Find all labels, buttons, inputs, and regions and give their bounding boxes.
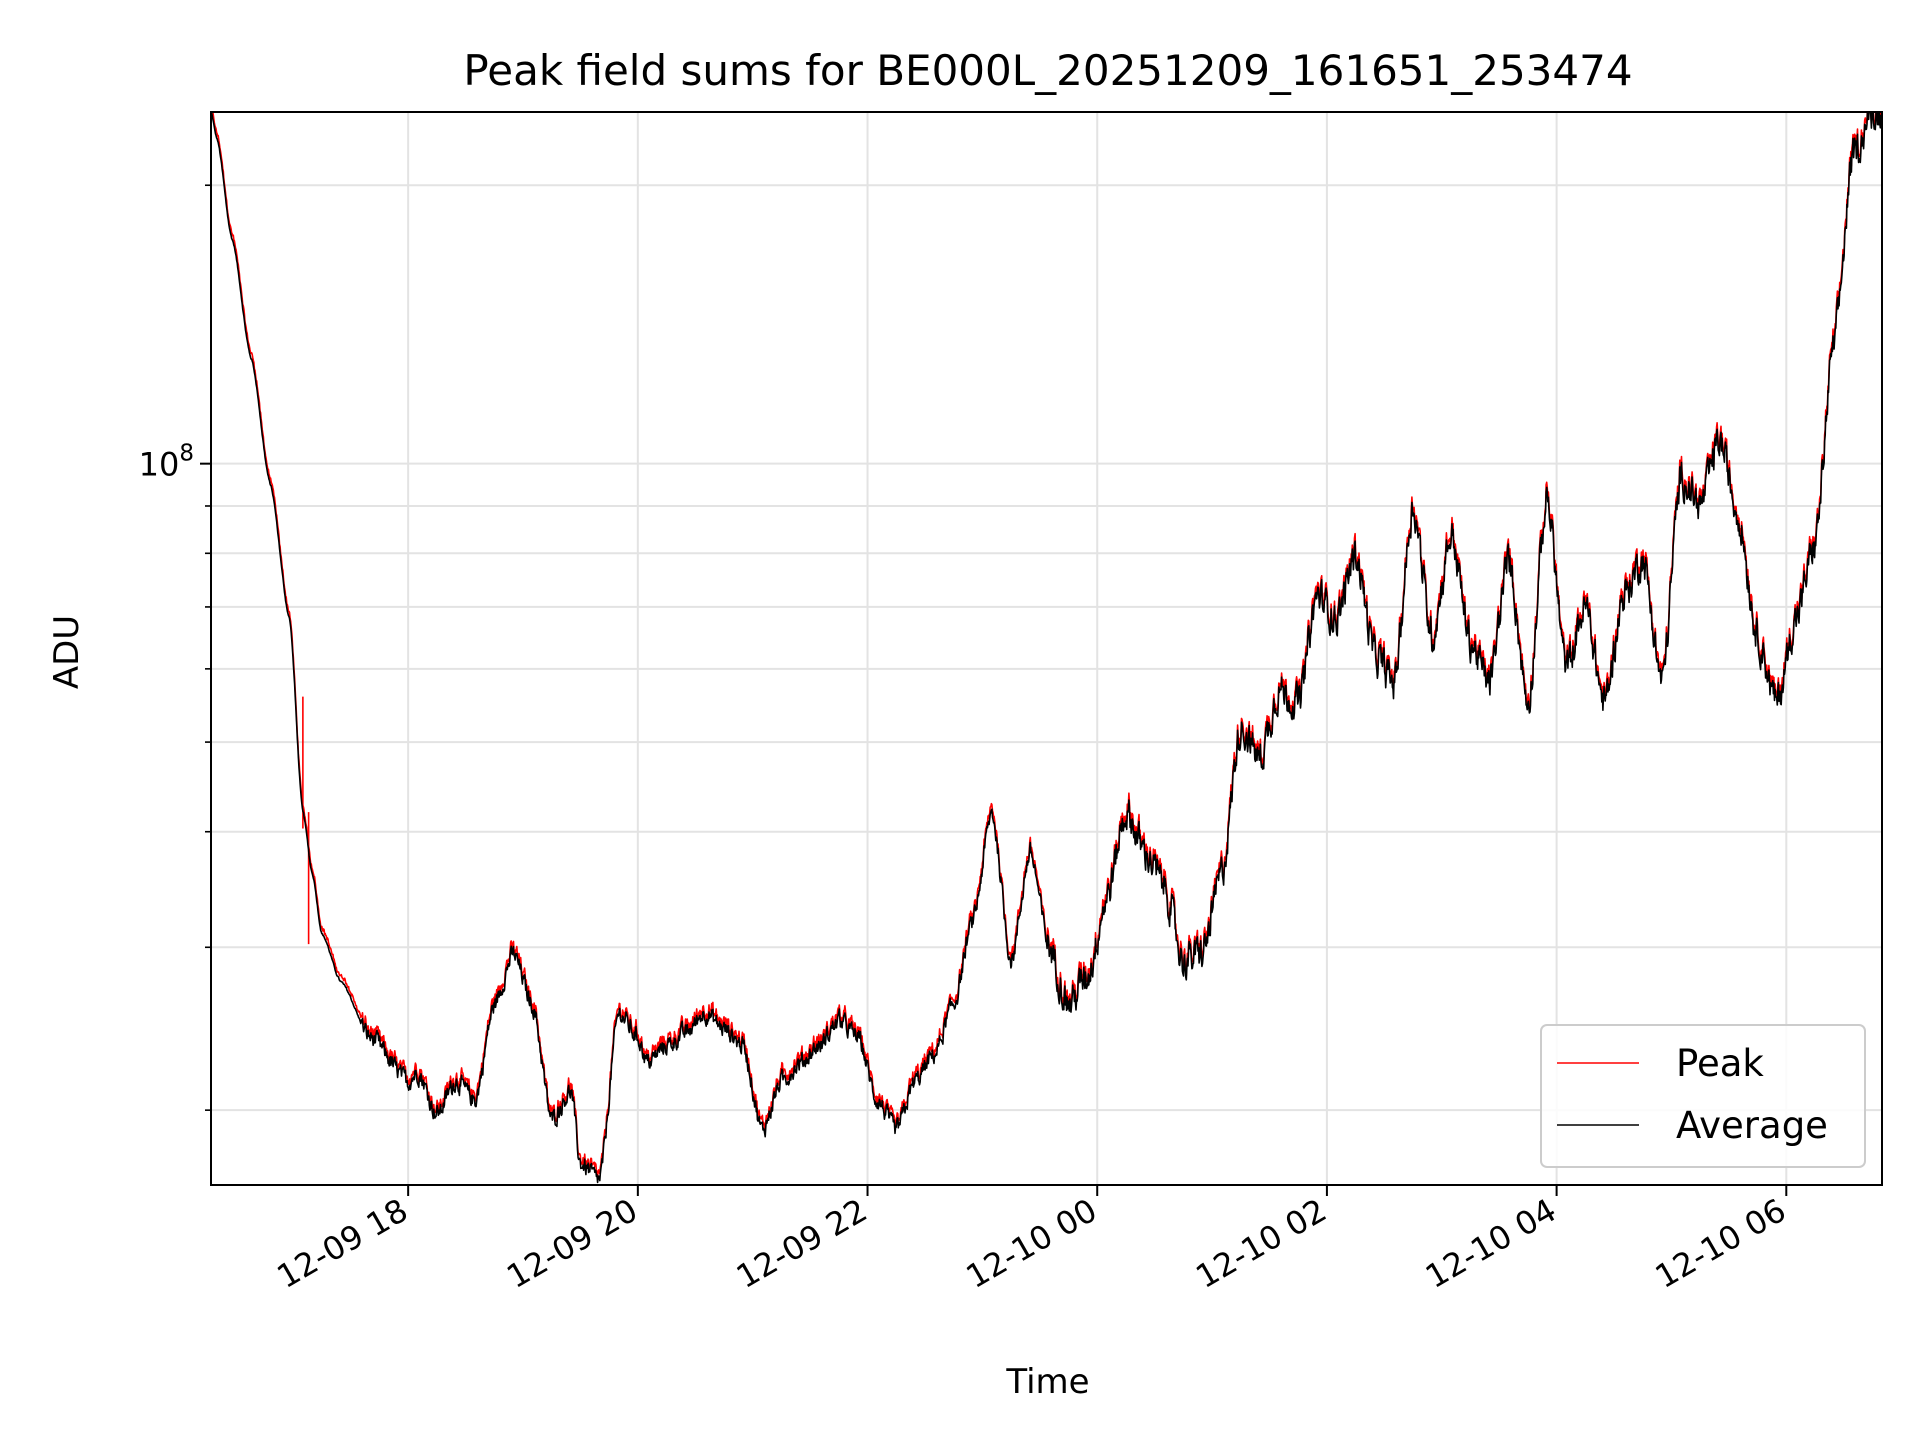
y-axis-title: ADU: [47, 615, 87, 689]
legend: Peak Average: [1540, 1024, 1866, 1168]
legend-box: [1540, 1024, 1866, 1168]
y-tick-label: 108: [139, 441, 194, 484]
chart-title: Peak field sums for BE000L_20251209_1616…: [463, 46, 1632, 95]
x-axis-title: Time: [1005, 1362, 1089, 1402]
legend-label-average: Average: [1676, 1104, 1828, 1147]
average-series-line: [211, 112, 1882, 1184]
series-lines: [211, 112, 1882, 1184]
legend-label-peak: Peak: [1676, 1042, 1764, 1085]
gridlines: [211, 112, 1882, 1185]
series-clip-group: [211, 112, 1882, 1184]
y-axis-ticks: 108: [139, 184, 211, 1111]
plot-frame: [210, 111, 1883, 1186]
